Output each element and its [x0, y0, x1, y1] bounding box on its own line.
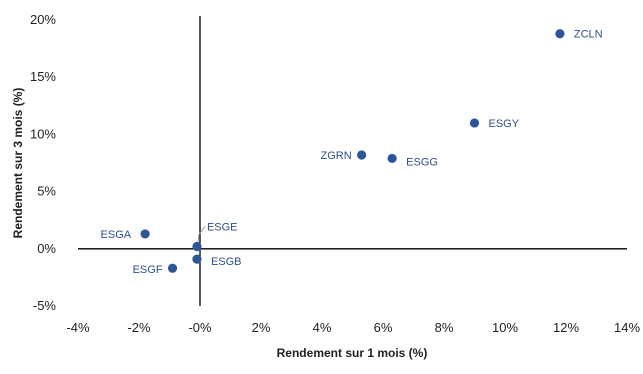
x-tick-labels: -4% -2% -0% 2% 4% 6% 8% 10% 12% 14%	[66, 320, 640, 335]
data-label-esgg: ESGG	[406, 156, 438, 168]
x-tick-label: 14%	[614, 320, 640, 335]
data-label-esga: ESGA	[101, 229, 132, 241]
data-label-zgrn: ZGRN	[320, 150, 351, 162]
data-point-labels: ZCLN ESGY ZGRN ESGG ESGA ESGE ESGB ESGF	[101, 29, 603, 277]
data-point-zgrn	[357, 150, 367, 160]
x-tick-label: -4%	[66, 320, 90, 335]
y-tick-label: 0%	[37, 241, 56, 256]
data-label-esgf: ESGF	[133, 264, 163, 276]
leader-lines	[197, 226, 206, 243]
x-tick-label: 4%	[313, 320, 332, 335]
x-tick-label: -2%	[127, 320, 151, 335]
x-tick-label: 2%	[252, 320, 271, 335]
y-tick-label: -5%	[33, 298, 57, 313]
data-label-esgb: ESGB	[211, 256, 242, 268]
x-tick-label: 10%	[492, 320, 518, 335]
y-tick-label: 20%	[30, 12, 56, 27]
data-points	[140, 29, 565, 273]
y-tick-label: 5%	[37, 184, 56, 199]
x-axis-title: Rendement sur 1 mois (%)	[277, 346, 428, 360]
data-point-esgb	[192, 254, 202, 264]
x-tick-label: 12%	[553, 320, 579, 335]
x-tick-label: 6%	[374, 320, 393, 335]
leader-line-esge	[197, 226, 206, 243]
data-label-esge: ESGE	[207, 222, 238, 234]
data-label-zcln: ZCLN	[574, 29, 603, 41]
data-point-zcln	[555, 29, 565, 39]
x-tick-label: -0%	[188, 320, 212, 335]
y-tick-label: 15%	[30, 69, 56, 84]
data-point-esge	[192, 241, 202, 252]
x-tick-label: 8%	[435, 320, 454, 335]
y-tick-label: 10%	[30, 126, 56, 141]
data-point-esgf	[167, 263, 178, 273]
data-label-esgy: ESGY	[489, 118, 520, 130]
data-point-esgy	[469, 118, 480, 128]
y-axis-title: Rendement sur 3 mois (%)	[11, 88, 25, 239]
y-tick-labels: -5% 0% 5% 10% 15% 20%	[30, 12, 56, 313]
data-point-esgg	[387, 153, 397, 164]
data-point-esga	[140, 229, 150, 239]
